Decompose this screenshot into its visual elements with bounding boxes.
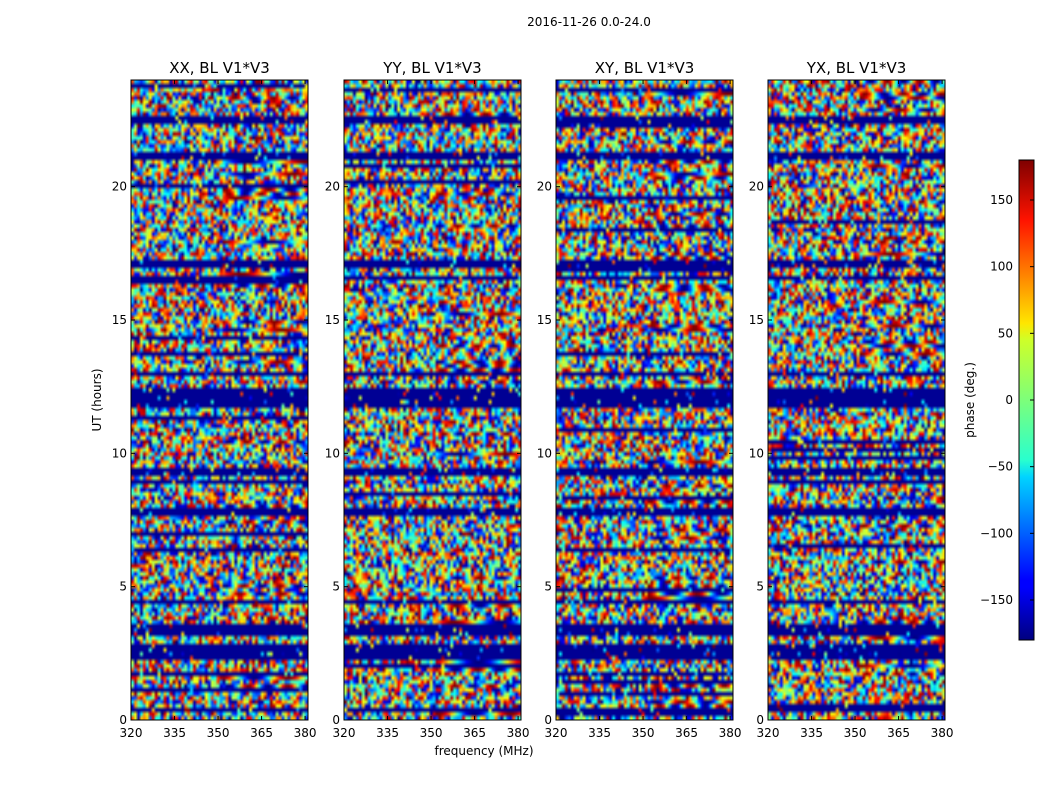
x-tick-label: 380 (931, 726, 954, 740)
y-tick-label: 20 (537, 180, 552, 194)
colorbar-tick-label: −50 (988, 460, 1013, 474)
panel-frame (767, 79, 946, 721)
colorbar-ticks: 150 100 50 0 −50 −100 −150 (980, 193, 1034, 607)
x-tick-label: 365 (463, 726, 486, 740)
y-tick-label: 15 (112, 313, 127, 327)
colorbar-gradient (1019, 160, 1034, 640)
y-tick-label: 5 (119, 580, 127, 594)
panel-3: YX, BL V1*V3 320 335 350 365 380 0 5 10 15 20 (749, 59, 954, 740)
colorbar-tick-label: −100 (980, 526, 1013, 540)
x-tick-label: 380 (294, 726, 317, 740)
x-tick-label: 320 (120, 726, 143, 740)
y-tick-label: 5 (332, 580, 340, 594)
y-tick-label: 20 (325, 180, 340, 194)
y-tick-label: 0 (756, 713, 764, 727)
y-tick-label: 10 (325, 446, 340, 460)
y-tick-label: 20 (112, 180, 127, 194)
x-tick-label: 380 (507, 726, 530, 740)
panel-frame (555, 79, 734, 721)
colorbar-tick-label: −150 (980, 593, 1013, 607)
phase-heatmap (131, 80, 308, 720)
x-tick-label: 350 (420, 726, 443, 740)
colorbar-tick-label: 100 (990, 260, 1013, 274)
x-tick-label: 335 (376, 726, 399, 740)
x-tick-label: 320 (333, 726, 356, 740)
y-tick-label: 15 (749, 313, 764, 327)
x-tick-label: 335 (800, 726, 823, 740)
y-tick-label: 20 (749, 180, 764, 194)
x-tick-label: 320 (545, 726, 568, 740)
y-tick-label: 10 (112, 446, 127, 460)
panel-title: XX, BL V1*V3 (169, 59, 270, 77)
y-tick-label: 5 (544, 580, 552, 594)
colorbar-label: phase (deg.) (963, 362, 977, 438)
y-tick-label: 15 (325, 313, 340, 327)
panel-1: YY, BL V1*V3 320 335 350 365 380 0 5 10 15 20 (325, 59, 530, 740)
x-tick-label: 320 (757, 726, 780, 740)
x-tick-label: 365 (887, 726, 910, 740)
x-tick-label: 335 (163, 726, 186, 740)
phase-heatmap (768, 80, 945, 720)
panel-frame (130, 79, 309, 721)
panel-frame (343, 79, 522, 721)
y-tick-label: 0 (544, 713, 552, 727)
panel-title: YY, BL V1*V3 (382, 59, 481, 77)
panel-2: XY, BL V1*V3 320 335 350 365 380 0 5 10 15 20 (537, 59, 742, 740)
colorbar-tick-label: 150 (990, 193, 1013, 207)
y-tick-label: 10 (537, 446, 552, 460)
x-tick-label: 335 (588, 726, 611, 740)
x-tick-label: 350 (632, 726, 655, 740)
panel-title: YX, BL V1*V3 (806, 59, 907, 77)
y-tick-label: 15 (537, 313, 552, 327)
x-tick-label: 350 (844, 726, 867, 740)
colorbar-tick-label: 50 (998, 326, 1013, 340)
panel-title: XY, BL V1*V3 (595, 59, 695, 77)
phase-heatmap (556, 80, 733, 720)
x-tick-label: 365 (250, 726, 273, 740)
colorbar: 150 100 50 0 −50 −100 −150 phase (deg.) (963, 159, 1035, 641)
y-tick-label: 10 (749, 446, 764, 460)
y-axis-label: UT (hours) (90, 368, 104, 431)
suptitle: 2016-11-26 0.0-24.0 (527, 15, 651, 29)
y-tick-label: 0 (332, 713, 340, 727)
panel-0: XX, BL V1*V3 320 335 350 365 380 0 5 10 15 20 (112, 59, 317, 740)
x-tick-label: 380 (719, 726, 742, 740)
y-tick-label: 0 (119, 713, 127, 727)
phase-heatmap (344, 80, 521, 720)
y-tick-label: 5 (756, 580, 764, 594)
x-tick-label: 350 (207, 726, 230, 740)
x-axis-label: frequency (MHz) (434, 744, 533, 758)
x-tick-label: 365 (675, 726, 698, 740)
colorbar-tick-label: 0 (1005, 393, 1013, 407)
